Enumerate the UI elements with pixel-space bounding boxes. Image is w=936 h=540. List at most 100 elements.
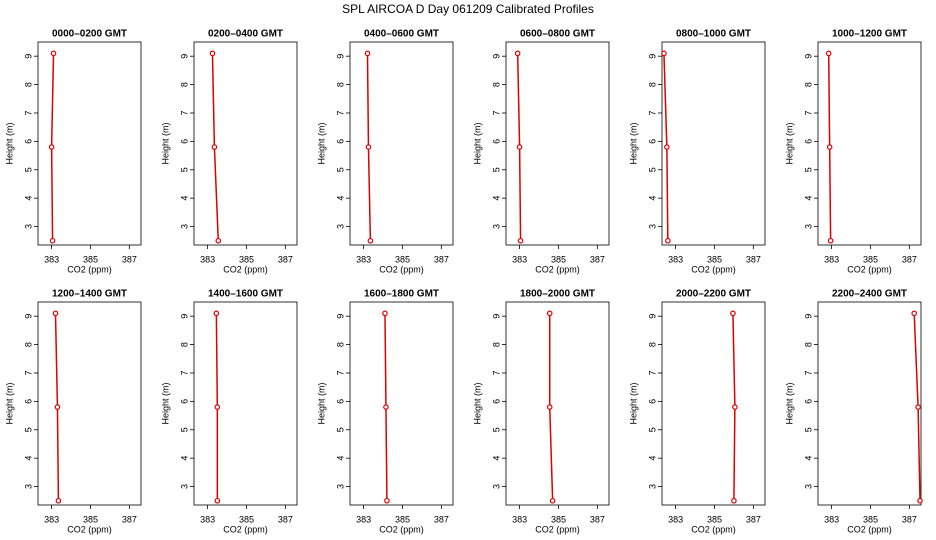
y-tick-label: 5 — [803, 427, 813, 432]
x-axis-label: CO2 (ppm) — [67, 524, 112, 534]
plot-frame — [505, 41, 610, 246]
profile-point — [54, 404, 61, 410]
profile-point — [546, 404, 553, 410]
y-tick-label: 4 — [647, 456, 657, 461]
y-tick-label: 7 — [803, 110, 813, 115]
plot-frame — [505, 301, 610, 506]
y-tick-label: 6 — [335, 139, 345, 144]
x-tick-label: 383 — [512, 254, 527, 264]
x-tick-label: 385 — [551, 254, 566, 264]
y-tick-label: 4 — [803, 456, 813, 461]
profile-point — [730, 310, 736, 317]
y-tick-label: 3 — [23, 484, 33, 489]
plot-frame — [349, 301, 454, 506]
profile-point — [665, 237, 671, 244]
y-tick-label: 9 — [179, 54, 189, 59]
plot-frame — [661, 41, 766, 246]
x-tick-label: 383 — [200, 514, 215, 524]
y-tick-label: 5 — [647, 427, 657, 432]
y-tick-label: 7 — [647, 110, 657, 115]
y-tick-label: 6 — [23, 399, 33, 404]
y-axis-label: Height (m) — [4, 122, 14, 164]
x-tick-label: 383 — [356, 514, 371, 524]
y-axis-label: Height (m) — [628, 382, 638, 424]
profile-point — [365, 144, 372, 150]
y-tick-label: 3 — [803, 224, 813, 229]
x-tick-label: 387 — [902, 514, 917, 524]
y-tick-label: 9 — [335, 54, 345, 59]
x-tick-label: 385 — [707, 514, 722, 524]
profile-point — [48, 144, 55, 150]
y-tick-label: 5 — [491, 427, 501, 432]
y-tick-label: 3 — [179, 484, 189, 489]
panel-title: 0400–0600 GMT — [364, 29, 439, 40]
x-tick-label: 387 — [590, 254, 605, 264]
y-tick-label: 8 — [179, 342, 189, 347]
panel-title: 0200–0400 GMT — [208, 29, 283, 40]
panel: 0200–0400 GMT 383 385 387 3 4 5 6 7 8 9 CO2 (ppm) He… — [160, 29, 298, 274]
y-tick-label: 6 — [647, 139, 657, 144]
x-axis-label: CO2 (ppm) — [847, 264, 892, 274]
y-tick-label: 6 — [335, 399, 345, 404]
panel-title: 1200–1400 GMT — [52, 289, 127, 300]
y-axis-label: Height (m) — [628, 122, 638, 164]
profile-point — [211, 144, 218, 150]
y-tick-label: 6 — [179, 399, 189, 404]
y-tick-label: 6 — [803, 139, 813, 144]
y-tick-label: 9 — [803, 54, 813, 59]
y-tick-label: 8 — [179, 82, 189, 87]
x-tick-label: 383 — [824, 514, 839, 524]
page-title: SPL AIRCOA D Day 061209 Calibrated Profi… — [342, 2, 594, 16]
x-tick-label: 387 — [434, 514, 449, 524]
y-tick-label: 3 — [179, 224, 189, 229]
profile-point — [383, 404, 389, 410]
plot-frame — [661, 301, 766, 506]
y-tick-label: 5 — [803, 167, 813, 172]
plot-frame — [193, 301, 298, 506]
y-tick-label: 3 — [803, 484, 813, 489]
panel: 1600–1800 GMT 383 385 387 3 4 5 6 7 8 9 CO2 (ppm) He… — [316, 289, 454, 534]
y-tick-label: 5 — [179, 427, 189, 432]
y-tick-label: 3 — [647, 224, 657, 229]
x-tick-label: 383 — [356, 254, 371, 264]
panel: 2200–2400 GMT 383 385 387 3 4 5 6 7 8 9 CO2 (ppm) He… — [784, 289, 923, 534]
y-tick-label: 8 — [23, 342, 33, 347]
y-tick-label: 5 — [335, 427, 345, 432]
y-tick-label: 5 — [179, 167, 189, 172]
y-tick-label: 8 — [335, 82, 345, 87]
x-axis-label: CO2 (ppm) — [67, 264, 112, 274]
x-axis-label: CO2 (ppm) — [379, 524, 424, 534]
panel: 0600–0800 GMT 383 385 387 3 4 5 6 7 8 9 CO2 (ppm) He… — [472, 29, 610, 274]
y-tick-label: 3 — [335, 484, 345, 489]
y-tick-label: 7 — [335, 370, 345, 375]
y-tick-label: 7 — [491, 370, 501, 375]
panel-title: 0000–0200 GMT — [52, 29, 127, 40]
panel-title: 1400–1600 GMT — [208, 289, 283, 300]
x-axis-label: CO2 (ppm) — [691, 524, 736, 534]
panel: 1400–1600 GMT 383 385 387 3 4 5 6 7 8 9 CO2 (ppm) He… — [160, 289, 298, 534]
profile-point — [364, 50, 371, 57]
panel-title: 2000–2200 GMT — [676, 289, 751, 300]
y-tick-label: 4 — [647, 196, 657, 201]
y-tick-label: 6 — [803, 399, 813, 404]
panel: 0000–0200 GMT 383 385 387 3 4 5 6 7 8 9 CO2 (ppm) He… — [4, 29, 142, 274]
y-tick-label: 6 — [491, 139, 501, 144]
y-axis-label: Height (m) — [784, 122, 794, 164]
profile-point — [732, 404, 738, 410]
panel: 0400–0600 GMT 383 385 387 3 4 5 6 7 8 9 CO2 (ppm) He… — [316, 29, 454, 274]
panel-title: 2200–2400 GMT — [832, 289, 907, 300]
x-tick-label: 383 — [200, 254, 215, 264]
y-tick-label: 8 — [803, 342, 813, 347]
x-tick-label: 385 — [707, 254, 722, 264]
x-tick-label: 387 — [746, 514, 761, 524]
x-tick-label: 385 — [863, 514, 878, 524]
panel: 1800–2000 GMT 383 385 387 3 4 5 6 7 8 9 CO2 (ppm) He… — [472, 289, 610, 534]
y-tick-label: 6 — [491, 399, 501, 404]
plot-frame — [817, 41, 922, 246]
x-tick-label: 387 — [746, 254, 761, 264]
y-axis-label: Height (m) — [472, 122, 482, 164]
profile-point — [213, 310, 220, 317]
x-tick-label: 385 — [395, 514, 410, 524]
y-tick-label: 7 — [335, 110, 345, 115]
y-tick-label: 4 — [491, 456, 501, 461]
